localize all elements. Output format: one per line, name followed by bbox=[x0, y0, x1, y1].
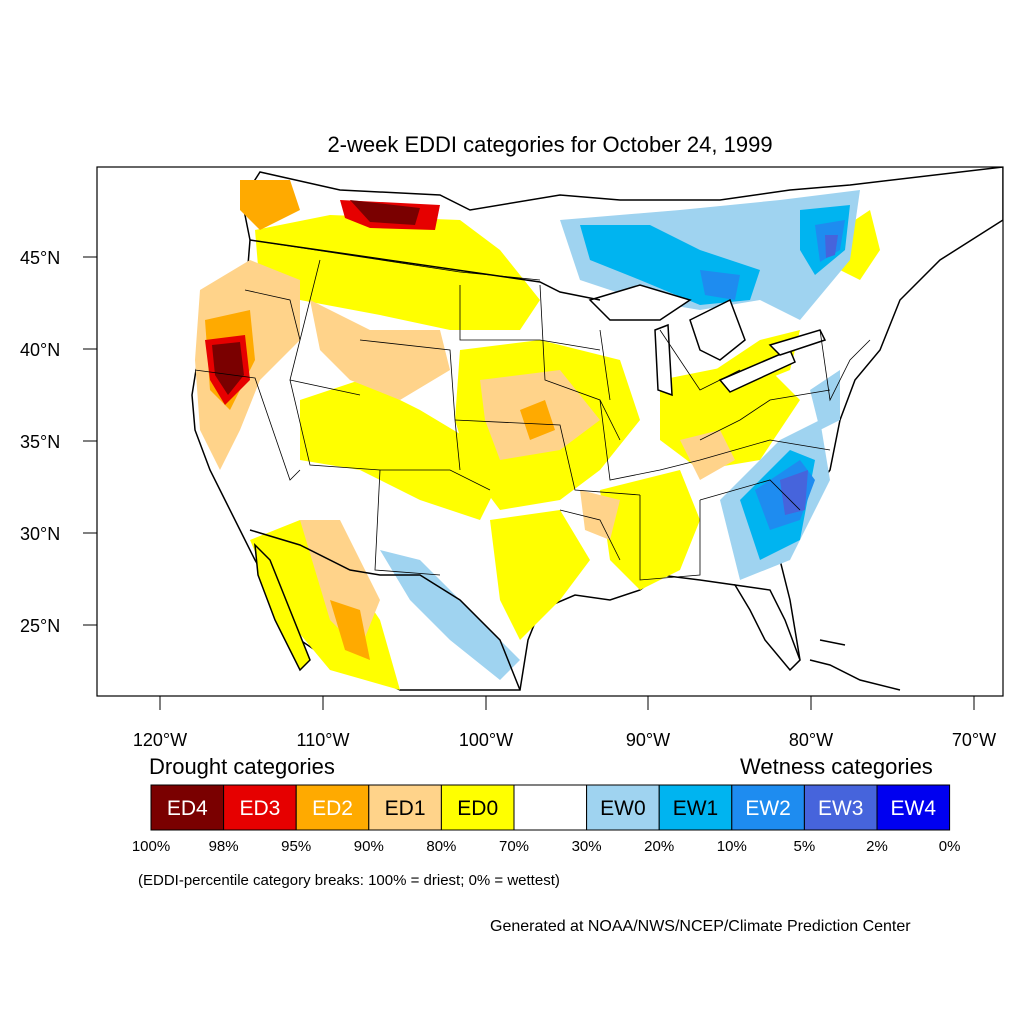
state-boundaries bbox=[194, 239, 871, 581]
legend-category-label: EW2 bbox=[745, 797, 791, 820]
legend-category-label: ED4 bbox=[167, 797, 208, 820]
legend-category-label: ED0 bbox=[457, 797, 498, 820]
lon-label: 100°W bbox=[459, 730, 513, 750]
ew3-regions bbox=[780, 235, 838, 515]
legend-break-label: 100% bbox=[132, 838, 170, 855]
legend-break-label: 30% bbox=[572, 838, 602, 855]
baja-california bbox=[254, 542, 311, 672]
lat-label: 35°N bbox=[20, 432, 60, 452]
lat-label: 25°N bbox=[20, 616, 60, 636]
legend-category-label: EW0 bbox=[600, 797, 646, 820]
lon-label: 110°W bbox=[297, 730, 350, 750]
credit-line: Generated at NOAA/NWS/NCEP/Climate Predi… bbox=[490, 918, 911, 935]
ed4-regions bbox=[212, 200, 420, 395]
legend-color-bar: ED4 ED3 ED2 ED1 ED0 EW0 EW1 EW2 EW3 EW4 bbox=[150, 784, 951, 831]
map-frame bbox=[96, 166, 1004, 697]
category-breaks-note: (EDDI-percentile category breaks: 100% =… bbox=[138, 872, 560, 889]
legend-break-label: 5% bbox=[794, 838, 816, 855]
legend-category-label: ED3 bbox=[239, 797, 280, 820]
legend-break-label: 70% bbox=[499, 838, 529, 855]
legend-swatch bbox=[513, 784, 588, 831]
florida bbox=[733, 584, 801, 672]
legend-category-label: EW4 bbox=[891, 797, 937, 820]
lat-label: 30°N bbox=[20, 524, 60, 544]
wetness-categories-heading: Wetness categories bbox=[740, 754, 933, 779]
legend-break-label: 95% bbox=[281, 838, 311, 855]
legend-break-label: 10% bbox=[717, 838, 747, 855]
legend-swatch bbox=[223, 784, 297, 831]
legend-swatch bbox=[440, 784, 515, 831]
legend-swatch bbox=[658, 784, 733, 831]
legend-category-label: ED1 bbox=[385, 797, 426, 820]
longitude-axis: 120°W 110°W 100°W 90°W 80°W 70°W bbox=[133, 696, 996, 750]
drought-categories-heading: Drought categories bbox=[149, 754, 335, 779]
lon-label: 90°W bbox=[626, 730, 670, 750]
legend-swatch bbox=[295, 784, 370, 831]
legend-swatch bbox=[586, 784, 660, 831]
legend-swatch bbox=[368, 784, 442, 831]
legend-break-label: 90% bbox=[354, 838, 384, 855]
latitude-axis: 45°N 40°N 35°N 30°N 25°N bbox=[20, 248, 97, 636]
mexico-border bbox=[249, 529, 521, 691]
lon-label: 120°W bbox=[133, 730, 187, 750]
lat-label: 40°N bbox=[20, 340, 60, 360]
map-field bbox=[191, 167, 1003, 691]
legend-break-label: 20% bbox=[644, 838, 674, 855]
legend-category-label: EW1 bbox=[673, 797, 719, 820]
lon-label: 70°W bbox=[952, 730, 996, 750]
legend-break-label: 98% bbox=[209, 838, 239, 855]
great-lakes bbox=[588, 284, 827, 397]
lon-label: 80°W bbox=[789, 730, 833, 750]
legend-break-label: 2% bbox=[866, 838, 888, 855]
legend-category-label: EW3 bbox=[818, 797, 864, 820]
legend-break-label: 80% bbox=[426, 838, 456, 855]
legend-swatch bbox=[876, 784, 951, 831]
legend-break-label: 0% bbox=[939, 838, 961, 855]
map-title: 2-week EDDI categories for October 24, 1… bbox=[327, 132, 773, 157]
legend-category-label: ED2 bbox=[312, 797, 353, 820]
legend-swatch bbox=[731, 784, 805, 831]
international-border bbox=[249, 239, 601, 301]
caribbean-islands bbox=[809, 639, 901, 691]
legend-break-labels: 100% 98% 95% 90% 80% 70% 30% 20% 10% 5% 2% 0% bbox=[132, 838, 961, 855]
lat-label: 45°N bbox=[20, 248, 60, 268]
